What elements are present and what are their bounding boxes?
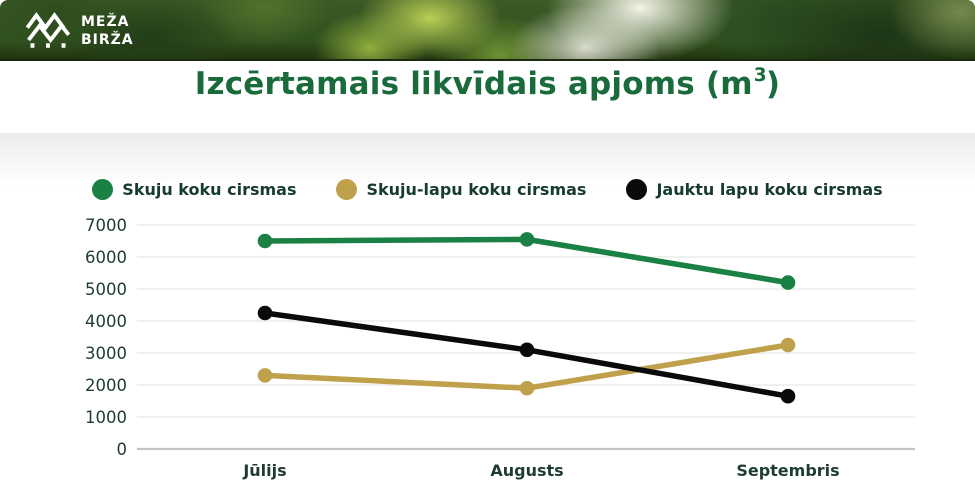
line-chart[interactable]: 0 1000 2000 3000 4000 5000 6000 7000 Jūlijs Augus… xyxy=(0,210,975,500)
title-close-paren: ) xyxy=(765,66,781,102)
header-banner: MEŽA BIRŽA xyxy=(0,0,975,61)
legend-dot-black-icon xyxy=(626,179,648,200)
title-shadow-divider xyxy=(0,133,975,195)
svg-text:0: 0 xyxy=(117,440,128,459)
svg-text:3000: 3000 xyxy=(85,344,127,363)
brand-name-line2: BIRŽA xyxy=(81,32,134,48)
brand-logo[interactable]: MEŽA BIRŽA xyxy=(25,6,134,56)
svg-text:Jūlijs: Jūlijs xyxy=(242,461,286,480)
svg-text:Augusts: Augusts xyxy=(490,461,563,480)
brand-name-line1: MEŽA xyxy=(81,13,130,30)
svg-text:5000: 5000 xyxy=(85,280,127,299)
legend-item-skuju-koku[interactable]: Skuju koku cirsmas xyxy=(92,179,296,200)
legend-label: Jauktu lapu koku cirsmas xyxy=(656,180,883,199)
legend-label: Skuju koku cirsmas xyxy=(122,180,297,199)
title-superscript: 3 xyxy=(753,64,767,86)
legend-dot-gold-icon xyxy=(336,179,358,200)
legend-label: Skuju-lapu koku cirsmas xyxy=(366,180,587,199)
legend-item-skuju-lapu-koku[interactable]: Skuju-lapu koku cirsmas xyxy=(336,179,586,200)
svg-text:6000: 6000 xyxy=(85,248,127,267)
trees-icon xyxy=(25,6,71,56)
svg-text:7000: 7000 xyxy=(85,216,127,235)
legend-dot-green-icon xyxy=(92,179,114,200)
svg-text:Septembris: Septembris xyxy=(736,461,839,480)
title-text: Izcērtamais likvīdais apjoms (m xyxy=(194,66,753,102)
svg-text:4000: 4000 xyxy=(85,312,127,331)
page-title: Izcērtamais likvīdais apjoms (m3) xyxy=(0,64,975,102)
legend-item-jauktu-lapu-koku[interactable]: Jauktu lapu koku cirsmas xyxy=(626,179,883,200)
chart-legend: Skuju koku cirsmas Skuju-lapu koku cirsm… xyxy=(0,179,975,200)
svg-text:1000: 1000 xyxy=(85,408,127,427)
brand-name: MEŽA BIRŽA xyxy=(81,13,134,49)
svg-text:2000: 2000 xyxy=(85,376,127,395)
